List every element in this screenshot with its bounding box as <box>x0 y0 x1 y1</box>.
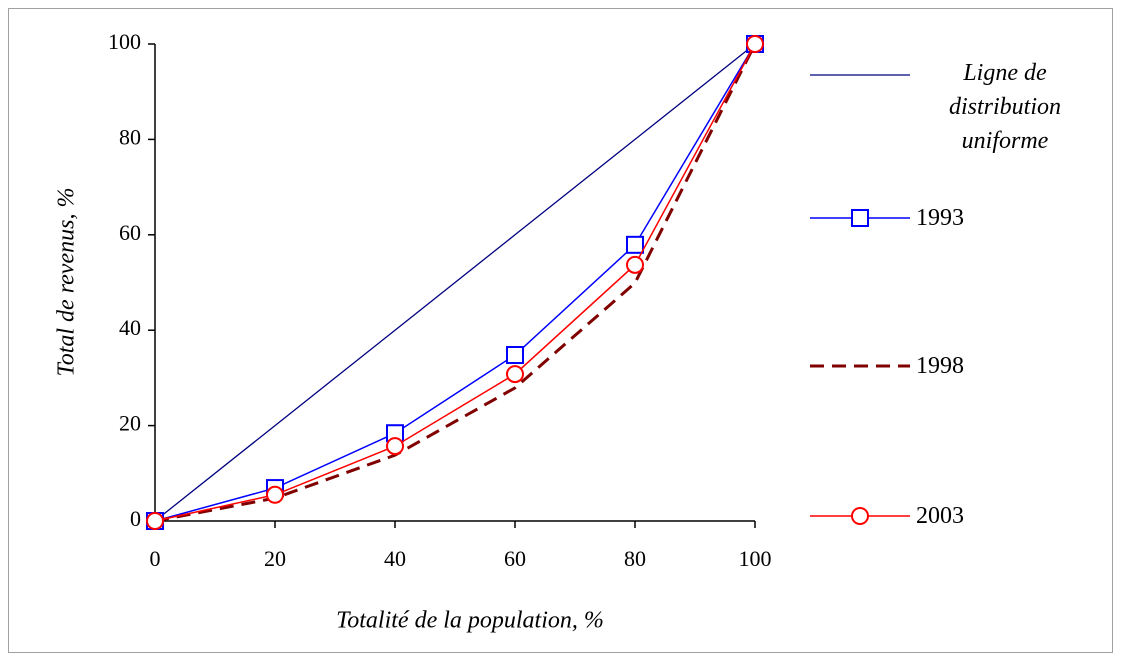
x-tick-label: 40 <box>384 546 406 571</box>
y-tick-label: 20 <box>119 411 141 436</box>
x-tick-label: 60 <box>504 546 526 571</box>
x-tick-label: 100 <box>739 546 772 571</box>
y-tick-label: 40 <box>119 315 141 340</box>
y-tick-label: 80 <box>119 124 141 149</box>
y-axis-title: Total de revenus, % <box>54 188 80 377</box>
series-line <box>154 43 756 522</box>
legend-label: 1993 <box>916 205 964 231</box>
marker <box>386 437 404 456</box>
legend-marker <box>851 507 869 525</box>
series-line <box>154 43 756 522</box>
legend-label: 1998 <box>916 353 964 379</box>
marker <box>626 255 644 274</box>
y-tick-label: 100 <box>108 29 141 54</box>
marker <box>266 485 284 504</box>
legend-label: Ligne de distribution uniforme <box>948 60 1062 154</box>
marker <box>146 512 164 530</box>
marker <box>506 346 524 365</box>
y-tick-label: 0 <box>130 506 141 531</box>
series-line <box>154 43 757 523</box>
marker <box>506 365 524 384</box>
marker <box>746 35 764 53</box>
x-tick-label: 80 <box>624 546 646 571</box>
frame <box>8 8 1113 653</box>
legend-label: 2003 <box>916 503 964 529</box>
x-tick-label: 0 <box>150 546 161 571</box>
marker <box>626 235 644 254</box>
legend-marker <box>851 209 869 227</box>
y-tick-label: 60 <box>119 220 141 245</box>
series-line <box>154 43 756 522</box>
x-tick-label: 20 <box>264 546 286 571</box>
x-axis-title: Totalité de la population, % <box>336 608 604 634</box>
